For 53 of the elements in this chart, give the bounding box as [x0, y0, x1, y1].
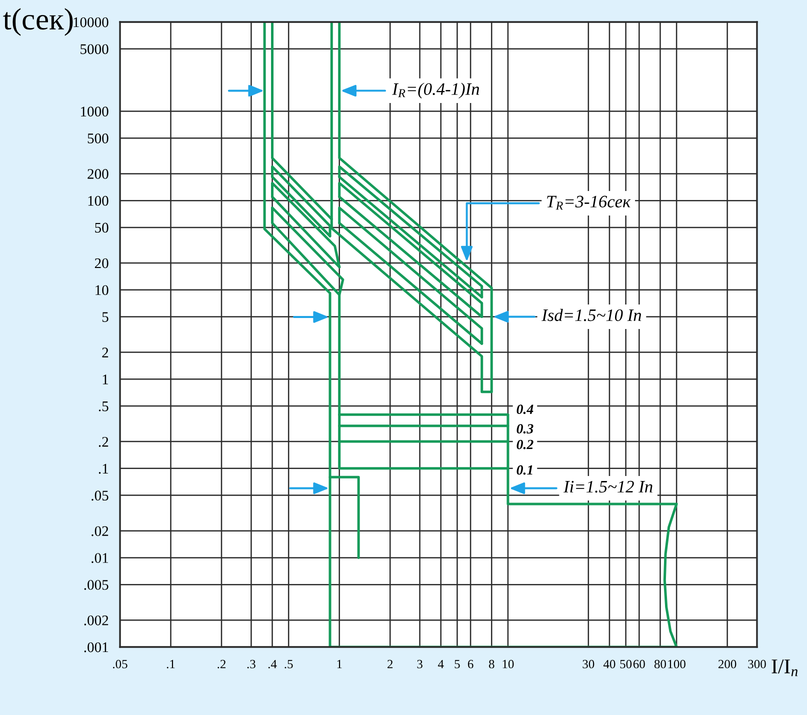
x-tick-label: 6: [468, 660, 474, 668]
x-axis-title: I/I$_{n}$: [772, 660, 798, 676]
x-tick-label: 100: [668, 660, 686, 668]
y-tick-label: .2: [98, 436, 108, 447]
annotation: 0.2: [516, 440, 534, 450]
y-tick-label: .05: [92, 490, 108, 501]
annotation: Isd=1.5~10 In: [542, 308, 642, 322]
x-tick-label: .4: [268, 660, 277, 668]
y-tick-label: 10000: [74, 17, 108, 28]
x-tick-label: 2: [388, 660, 393, 668]
x-tick-label: .1: [166, 660, 175, 668]
x-tick-label: .2: [218, 660, 226, 668]
x-tick-label: 1: [337, 660, 342, 668]
y-tick-label: .01: [92, 553, 108, 563]
y-tick-label: 10: [96, 285, 108, 296]
x-tick-label: 4: [438, 660, 444, 668]
x-tick-label: .5: [284, 660, 293, 668]
x-tick-label: 30: [582, 660, 594, 668]
y-axis-title: t(сек): [3, 8, 73, 36]
y-tick-label: .002: [84, 615, 108, 626]
x-tick-label: 3: [417, 660, 422, 668]
y-tick-label: .1: [98, 464, 108, 474]
y-tick-label: 50: [95, 222, 108, 233]
y-tick-label: 20: [94, 258, 108, 268]
annotation: Ii=1.5~12 In: [563, 480, 652, 493]
x-tick-label: 300: [748, 660, 766, 668]
y-tick-label: 5000: [80, 44, 108, 54]
y-tick-label: 2: [102, 348, 108, 358]
annotation: I$_{R}$=(0.4-1)In: [392, 82, 480, 98]
y-tick-label: 100: [88, 196, 108, 206]
y-tick-label: 1: [102, 374, 108, 384]
annotation: 0.3: [516, 424, 534, 434]
y-tick-label: 200: [88, 169, 108, 179]
annotation: T$_{R}$=3-16сек: [547, 196, 631, 210]
y-tick-label: 1000: [81, 106, 108, 116]
x-tick-label: 60: [633, 660, 645, 668]
x-tick-label: 50: [620, 660, 632, 668]
x-tick-label: .05: [113, 660, 128, 668]
x-tick-label: .3: [247, 660, 256, 668]
x-tick-label: 80: [654, 660, 666, 668]
x-tick-label: 200: [718, 660, 736, 668]
y-tick-label: .001: [84, 642, 108, 652]
y-tick-label: 5: [102, 312, 108, 322]
annotation: 0.4: [516, 404, 534, 414]
x-tick-label: 10: [502, 660, 514, 668]
y-tick-label: .5: [98, 402, 108, 412]
x-tick-label: 5: [454, 660, 460, 668]
annotation: 0.1: [516, 465, 532, 475]
x-tick-label: 8: [488, 660, 494, 668]
y-tick-label: 500: [88, 134, 108, 144]
y-tick-label: .005: [84, 580, 108, 590]
x-tick-label: 40: [603, 660, 616, 668]
y-tick-label: .02: [92, 526, 108, 536]
